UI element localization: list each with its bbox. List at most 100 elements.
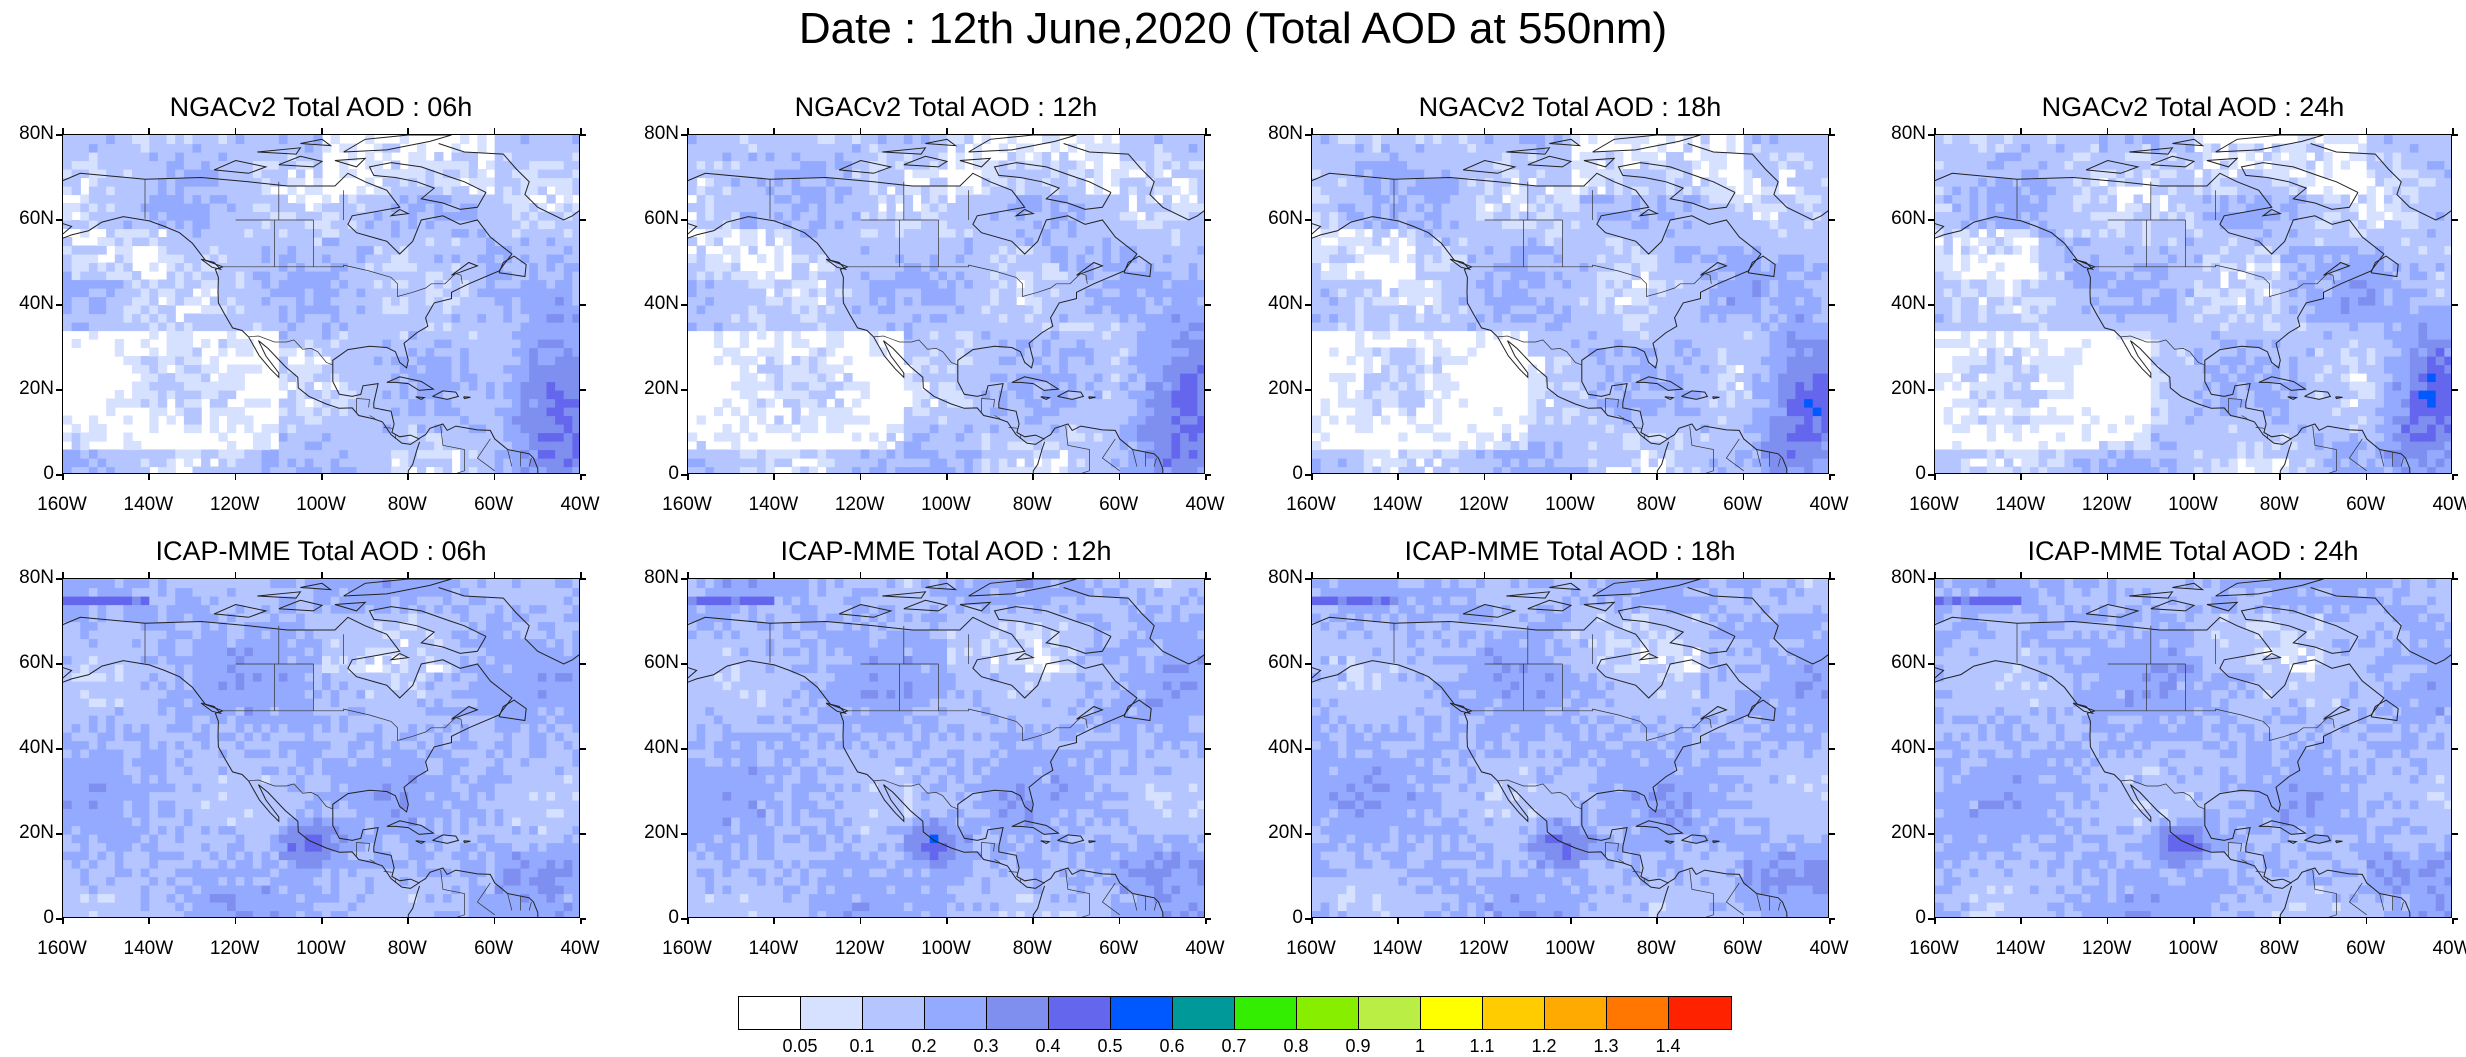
tick-mark (235, 572, 237, 578)
tick-mark (56, 134, 62, 136)
tick-mark (681, 578, 687, 580)
lon-tick-label: 120W (830, 938, 890, 960)
colorbar-label: 1 (1390, 1036, 1450, 1057)
lat-tick-label: 40N (1876, 293, 1926, 315)
lat-tick-label: 80N (1876, 567, 1926, 589)
tick-mark (2452, 134, 2458, 136)
tick-mark (1205, 134, 1211, 136)
lon-tick-label: 140W (118, 494, 178, 516)
tick-mark (1928, 389, 1934, 391)
tick-mark (1397, 474, 1399, 480)
tick-mark (580, 219, 586, 221)
tick-mark (1205, 918, 1207, 924)
lon-tick-label: 60W (464, 938, 524, 960)
tick-mark (681, 663, 687, 665)
lon-tick-label: 40W (1175, 938, 1235, 960)
lon-tick-label: 80W (377, 938, 437, 960)
colorbar-swatch (739, 997, 801, 1029)
tick-mark (2279, 572, 2281, 578)
tick-mark (494, 474, 496, 480)
lon-tick-label: 160W (32, 938, 92, 960)
tick-mark (1656, 128, 1658, 134)
tick-mark (2452, 219, 2458, 221)
aod-field-svg (1935, 135, 2452, 474)
lat-tick-label: 20N (1253, 378, 1303, 400)
colorbar-label: 0.3 (956, 1036, 1016, 1057)
panel-title: NGACv2 Total AOD : 18h (1271, 92, 1869, 123)
colorbar-swatch (1235, 997, 1297, 1029)
tick-mark (1305, 578, 1311, 580)
tick-mark (681, 219, 687, 221)
aod-field-svg (1312, 579, 1829, 918)
lon-tick-label: 60W (1089, 938, 1149, 960)
tick-mark (1205, 578, 1211, 580)
tick-mark (2452, 748, 2458, 750)
lon-tick-label: 120W (830, 494, 890, 516)
tick-mark (1829, 663, 1835, 665)
tick-mark (1570, 128, 1572, 134)
tick-mark (681, 389, 687, 391)
tick-mark (1829, 474, 1831, 480)
tick-mark (1205, 663, 1211, 665)
lon-tick-label: 140W (1990, 938, 2050, 960)
tick-mark (1205, 389, 1211, 391)
tick-mark (2452, 389, 2458, 391)
lon-tick-label: 60W (1089, 494, 1149, 516)
lat-tick-label: 80N (629, 123, 679, 145)
colorbar-label: 0.05 (770, 1036, 830, 1057)
aod-field-svg (688, 579, 1205, 918)
tick-mark (56, 389, 62, 391)
tick-mark (1743, 128, 1745, 134)
tick-mark (494, 128, 496, 134)
lon-tick-label: 160W (657, 938, 717, 960)
tick-mark (1119, 474, 1121, 480)
colorbar-label: 0.8 (1266, 1036, 1326, 1057)
colorbar-swatch (987, 997, 1049, 1029)
tick-mark (494, 572, 496, 578)
tick-mark (1397, 572, 1399, 578)
tick-mark (1829, 578, 1835, 580)
tick-mark (1311, 918, 1313, 924)
tick-mark (1032, 572, 1034, 578)
colorbar-swatch (1173, 997, 1235, 1029)
colorbar-swatch (1111, 997, 1173, 1029)
lat-tick-label: 20N (1876, 822, 1926, 844)
aod-map (62, 578, 580, 918)
tick-mark (56, 304, 62, 306)
tick-mark (681, 304, 687, 306)
tick-mark (860, 474, 862, 480)
lon-tick-label: 80W (1002, 938, 1062, 960)
colorbar-swatch (1421, 997, 1483, 1029)
tick-mark (1656, 918, 1658, 924)
tick-mark (62, 572, 64, 578)
tick-mark (946, 474, 948, 480)
tick-mark (56, 748, 62, 750)
tick-mark (56, 578, 62, 580)
tick-mark (1205, 304, 1211, 306)
tick-mark (1829, 219, 1835, 221)
tick-mark (1829, 918, 1831, 924)
lon-tick-label: 60W (464, 494, 524, 516)
tick-mark (1829, 833, 1835, 835)
colorbar-label: 0.6 (1142, 1036, 1202, 1057)
lon-tick-label: 80W (2249, 938, 2309, 960)
lon-tick-label: 160W (1281, 494, 1341, 516)
tick-mark (2279, 918, 2281, 924)
tick-mark (1484, 572, 1486, 578)
lat-tick-label: 60N (1876, 208, 1926, 230)
colorbar-swatch (1669, 997, 1731, 1029)
tick-mark (2452, 474, 2454, 480)
tick-mark (62, 918, 64, 924)
tick-mark (687, 918, 689, 924)
lat-tick-label: 0 (629, 463, 679, 485)
tick-mark (580, 833, 586, 835)
tick-mark (1928, 219, 1934, 221)
tick-mark (580, 134, 586, 136)
tick-mark (1656, 474, 1658, 480)
tick-mark (1743, 918, 1745, 924)
panel-title: NGACv2 Total AOD : 24h (1894, 92, 2466, 123)
tick-mark (1570, 918, 1572, 924)
lat-tick-label: 20N (629, 822, 679, 844)
lat-tick-label: 40N (4, 737, 54, 759)
lat-tick-label: 80N (4, 567, 54, 589)
